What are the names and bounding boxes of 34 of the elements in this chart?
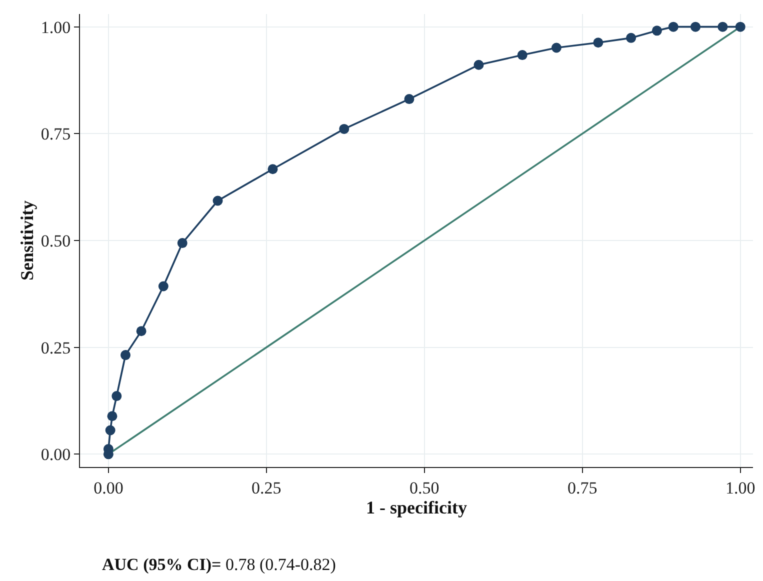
text: AUC (95% CI)= 0.78 (0.74-0.82): [102, 555, 336, 574]
y-tick-label: 0.25: [40, 338, 71, 358]
point: [158, 281, 168, 292]
point: [107, 411, 118, 422]
point: [668, 22, 678, 32]
point: [339, 124, 350, 134]
x-tick-label: 0.50: [410, 478, 440, 498]
x-tick-label: 0.25: [252, 478, 282, 498]
point: [404, 94, 414, 104]
point: [718, 22, 728, 32]
x-tick-label: 0.75: [568, 478, 598, 498]
point: [690, 22, 700, 32]
y-tick-label: 0.50: [40, 231, 71, 250]
x-tick-label: 0.00: [94, 478, 124, 498]
y-tick-label: 0.00: [40, 445, 71, 464]
point: [652, 26, 662, 36]
point: [474, 60, 484, 70]
point: [517, 50, 528, 60]
y-tick-label: 0.75: [40, 124, 71, 144]
point: [735, 22, 746, 32]
point: [626, 32, 636, 43]
point: [136, 326, 146, 336]
y-axis-title: Sensitivity: [17, 200, 38, 281]
point: [551, 42, 562, 53]
point: [593, 38, 604, 48]
x-axis-title: 1 - specificity: [366, 497, 467, 518]
point: [268, 164, 278, 174]
point: [212, 196, 223, 206]
point: [105, 425, 116, 436]
x-tick-label: 1.00: [725, 478, 756, 498]
y-tick-label: 1.00: [40, 18, 71, 37]
point: [112, 391, 122, 402]
point: [120, 350, 130, 360]
point: [177, 238, 188, 248]
